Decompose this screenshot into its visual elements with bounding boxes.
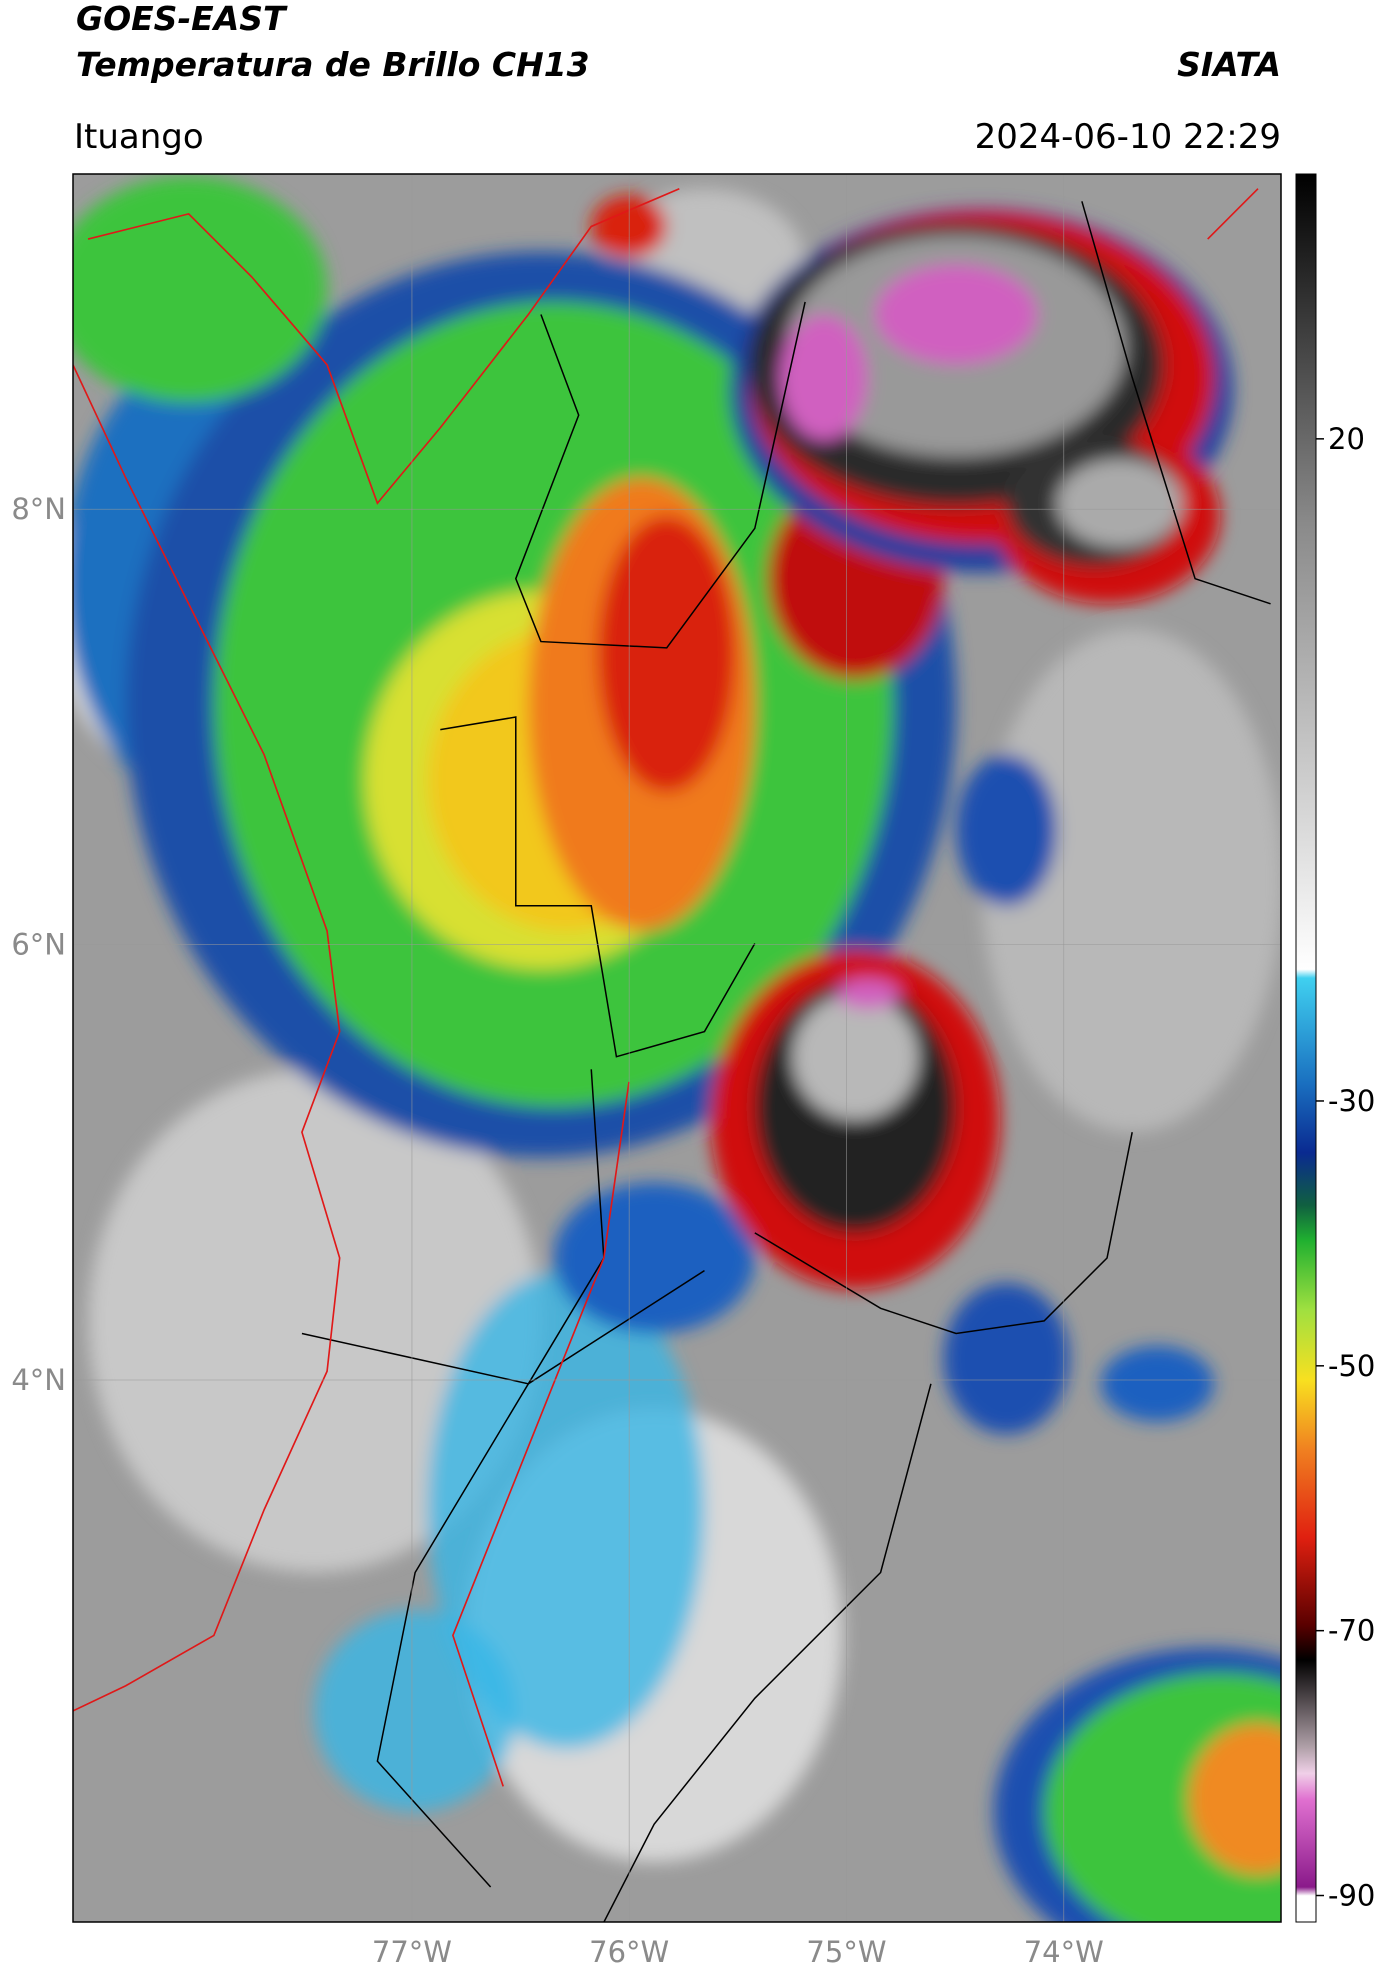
colorbar-tick-label: -90 (1328, 1879, 1375, 1913)
timestamp: 2024-06-10 22:29 (975, 117, 1281, 157)
satellite-image (73, 174, 1281, 1922)
lon-label: 76°W (589, 1935, 669, 1969)
satellite: GOES-EAST (76, 0, 288, 38)
colorbar-tick-label: 20 (1328, 422, 1365, 456)
lon-label: 77°W (372, 1935, 452, 1969)
colorbar (1295, 173, 1317, 1923)
lat-label: 8°N (11, 492, 66, 526)
lat-label: 4°N (11, 1363, 66, 1397)
colorbar-tick-label: -70 (1328, 1614, 1375, 1648)
location: Ituango (74, 117, 204, 157)
lon-label: 75°W (806, 1935, 886, 1969)
colorbar-tick-label: -30 (1328, 1084, 1375, 1118)
product: Temperatura de Brillo CH13 (76, 45, 590, 84)
lon-label: 74°W (1024, 1935, 1104, 1969)
lat-label: 6°N (11, 928, 66, 962)
agency: SIATA (1177, 45, 1281, 84)
colorbar-tick-label: -50 (1328, 1349, 1375, 1383)
map-frame (72, 173, 1282, 1923)
